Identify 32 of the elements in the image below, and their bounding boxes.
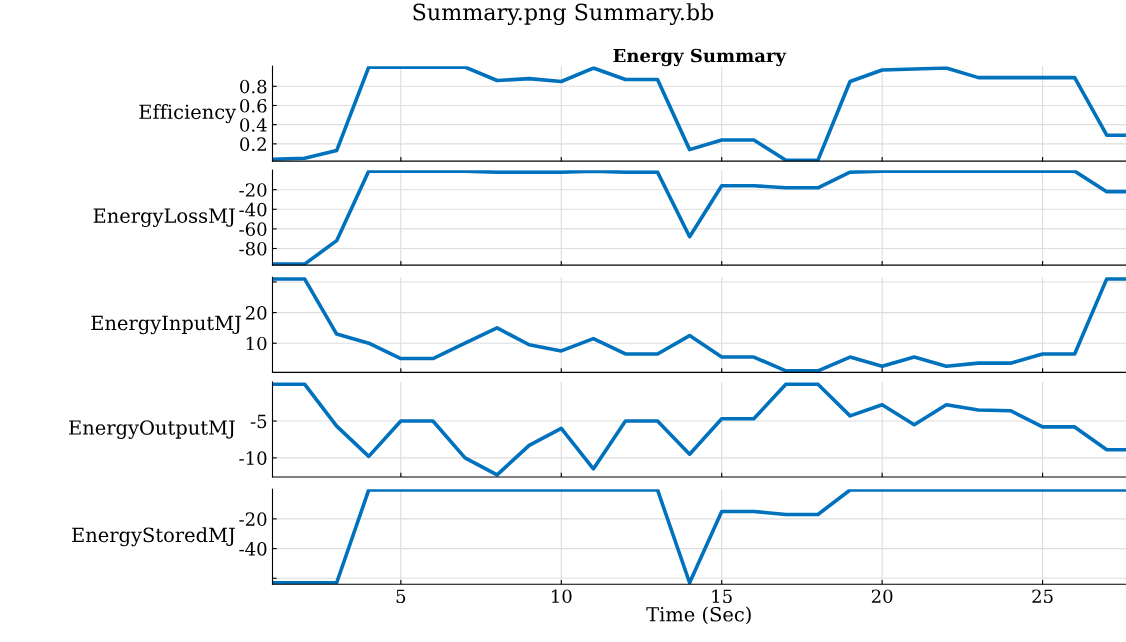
x-tick-label: 25 [1032, 589, 1053, 604]
line-series [272, 66, 1126, 162]
y-axis-title: EnergyInputMJ [91, 315, 241, 335]
x-tick-label: 15 [712, 589, 732, 604]
y-tick-label: 0.4 [240, 118, 267, 132]
y-tick-label: -60 [239, 222, 267, 237]
y-tick-label: -40 [239, 542, 267, 556]
y-tick-label: 0.6 [240, 98, 267, 113]
line-series [272, 277, 1126, 373]
y-axis-title: Efficiency [139, 104, 237, 124]
y-tick-label: -20 [239, 512, 267, 527]
y-tick-label: -40 [239, 202, 267, 217]
x-tick-label: 5 [396, 589, 406, 604]
line-series [272, 382, 1126, 477]
y-tick-label: -20 [239, 183, 267, 197]
chart-subtitle: Energy Summary [613, 48, 787, 67]
y-tick-label: 20 [245, 306, 267, 320]
y-axis-title: EnergyStoredMJ [72, 527, 235, 547]
x-axis-title: Time (Sec) [646, 606, 751, 625]
y-tick-label: 10 [246, 336, 267, 351]
y-axis-title: EnergyLossMJ [93, 208, 235, 228]
y-tick-label: -10 [239, 451, 267, 465]
y-tick-label: -5 [250, 414, 267, 429]
chart-title: Summary.png Summary.bb [413, 3, 714, 26]
y-tick-label: 0.8 [240, 79, 267, 94]
y-tick-label: -80 [239, 241, 267, 256]
y-axis-title: EnergyOutputMJ [69, 420, 235, 439]
x-tick-label: 10 [551, 589, 572, 604]
y-tick-label: 0.2 [240, 137, 266, 151]
x-tick-label: 20 [871, 589, 893, 604]
line-series [272, 170, 1126, 266]
line-series [272, 489, 1126, 585]
